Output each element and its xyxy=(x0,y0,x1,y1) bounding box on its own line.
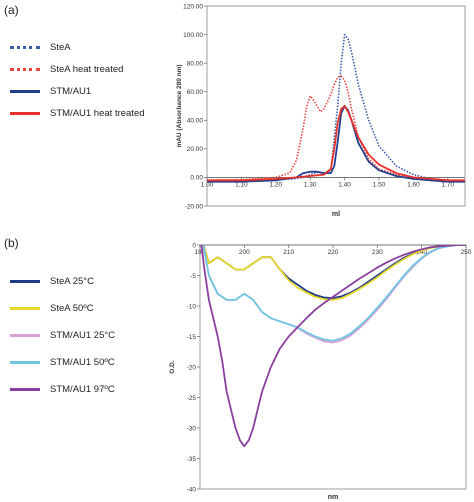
legend-swatch xyxy=(10,360,40,364)
legend-label: SteA 25°C xyxy=(50,275,94,287)
x-tick-label: 1.20 xyxy=(269,181,282,188)
x-tick-label: 1.70 xyxy=(441,181,454,188)
legend-swatch xyxy=(10,89,40,93)
x-tick-label: 1.60 xyxy=(407,181,420,188)
chart-a: -20.00 0.00 20.00 40.00 60.00 80.00 100.00 120.… xyxy=(176,3,466,218)
legend-item: SteA heat treated xyxy=(10,62,123,76)
x-tick-label: 1.40 xyxy=(338,181,351,188)
x-tick-label: 1.00 xyxy=(201,181,214,188)
series-line-4 xyxy=(200,245,466,448)
y-tick-label: 40.00 xyxy=(187,118,204,125)
legend-label: STM/AU1 25°C xyxy=(50,329,116,341)
plot-frame xyxy=(199,244,467,490)
y-tick-label: -30 xyxy=(187,425,197,432)
x-axis-label: nm xyxy=(328,494,339,501)
y-axis-label: mAU (Absorbance 280 nm) xyxy=(176,64,183,147)
series-line-3 xyxy=(202,245,466,342)
legend-swatch xyxy=(10,111,40,115)
x-tick-label: 190 xyxy=(195,249,206,256)
legend-label: SteA 50ºC xyxy=(50,302,94,314)
y-tick-label: 20.00 xyxy=(187,146,204,153)
series-line-0 xyxy=(207,33,465,182)
legend-item: STM/AU1 50ºC xyxy=(10,355,115,369)
series-line-1 xyxy=(207,75,465,182)
legend-swatch xyxy=(10,45,40,49)
chart-b: 0 -5 -10 -15 -20 -25 -30 -35 -40 190 200 210 220 230 2… xyxy=(169,242,472,501)
x-axis-label: ml xyxy=(332,211,340,218)
y-tick-label: -15 xyxy=(187,334,197,341)
legend-label: STM/AU1 50ºC xyxy=(50,356,115,368)
legend-item: SteA xyxy=(10,40,71,54)
legend-item: STM/AU1 heat treated xyxy=(10,106,145,120)
x-tick-label: 1.50 xyxy=(373,181,386,188)
panel-label-a: (a) xyxy=(4,3,19,17)
y-tick-label: -5 xyxy=(190,273,196,280)
y-tick-label: 120.00 xyxy=(183,3,203,10)
series-group xyxy=(207,33,465,183)
y-tick-label: -20.00 xyxy=(185,203,204,210)
x-tick-label: 200 xyxy=(239,249,250,256)
y-tick-label: 100.00 xyxy=(183,32,203,39)
legend-label: STM/AU1 heat treated xyxy=(50,107,145,119)
series-line-1 xyxy=(202,245,466,301)
x-tick-label: 230 xyxy=(372,249,383,256)
y-tick-label: -10 xyxy=(187,303,197,310)
y-tick-label: -20 xyxy=(187,364,197,371)
legend-swatch xyxy=(10,67,40,71)
y-tick-label: -25 xyxy=(187,395,197,402)
series-line-2 xyxy=(207,105,465,183)
y-tick-label: 0.00 xyxy=(190,175,203,182)
legend-item: STM/AU1 25°C xyxy=(10,328,115,342)
legend-item: STM/AU1 97ºC xyxy=(10,382,115,396)
x-tick-label: 1.10 xyxy=(235,181,248,188)
y-tick-label: 60.00 xyxy=(187,89,204,96)
legend-swatch xyxy=(10,279,40,283)
y-tick-label: 0 xyxy=(192,242,196,249)
legend-item: SteA 50ºC xyxy=(10,301,94,315)
x-tick-label: 250 xyxy=(461,249,472,256)
legend-label: STM/AU1 97ºC xyxy=(50,383,115,395)
legend-swatch xyxy=(10,333,40,337)
x-tick-label: 210 xyxy=(283,249,294,256)
legend-label: SteA heat treated xyxy=(50,63,124,75)
plot-frame xyxy=(206,5,466,207)
x-tick-label: 240 xyxy=(416,249,427,256)
x-tick-label: 1.30 xyxy=(304,181,317,188)
series-line-3 xyxy=(207,105,465,182)
legend-label: SteA xyxy=(50,41,71,53)
y-tick-label: 80.00 xyxy=(187,60,204,67)
y-axis-label: O.D. xyxy=(169,360,176,374)
y-tick-label: -35 xyxy=(187,456,197,463)
panel-label-b: (b) xyxy=(4,236,19,250)
legend-swatch xyxy=(10,387,40,391)
legend-swatch xyxy=(10,306,40,310)
legend-item: SteA 25°C xyxy=(10,274,94,288)
legend-label: STM/AU1 xyxy=(50,85,92,97)
y-tick-label: -40 xyxy=(187,486,197,493)
series-group xyxy=(200,245,466,448)
x-tick-label: 220 xyxy=(328,249,339,256)
legend-item: STM/AU1 xyxy=(10,84,91,98)
